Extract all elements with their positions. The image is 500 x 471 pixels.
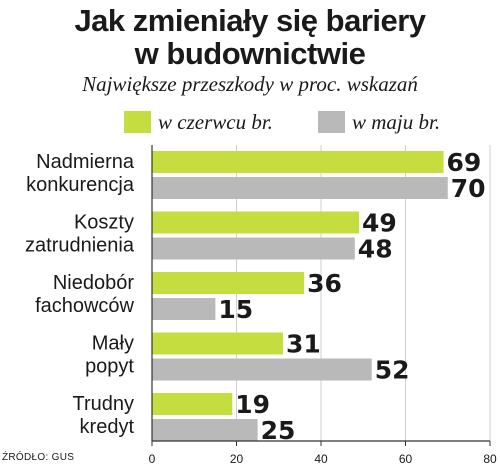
data-label-june-3: 31: [286, 330, 321, 359]
data-label-may-4: 25: [261, 416, 296, 445]
bar-june-1: [152, 211, 360, 234]
data-label-may-2: 15: [218, 295, 253, 324]
x-tick-label-60: 60: [399, 452, 413, 466]
category-label-0-line-1: konkurencja: [26, 174, 135, 196]
bar-may-4: [152, 419, 258, 441]
data-label-june-4: 19: [235, 390, 270, 419]
legend-label-june: w czerwcu br.: [158, 110, 273, 134]
bar-may-2: [152, 298, 216, 320]
bar-may-0: [152, 177, 448, 199]
chart-title-line-2: w budownictwie: [134, 36, 366, 71]
data-label-june-0: 69: [447, 148, 482, 177]
bar-may-3: [152, 358, 372, 381]
legend-swatch-june: [124, 111, 151, 133]
chart-subtitle: Największe przeszkody w proc. wskazań: [82, 72, 418, 96]
category-label-2-line-0: Niedobór: [53, 272, 135, 294]
category-label-2-line-1: fachowców: [35, 295, 134, 317]
x-tick-label-40: 40: [314, 452, 328, 466]
data-label-june-2: 36: [307, 269, 342, 298]
bar-june-3: [152, 332, 283, 355]
category-label-4-line-1: kredyt: [80, 416, 135, 438]
x-tick-label-20: 20: [230, 452, 244, 466]
data-label-june-1: 49: [362, 209, 397, 238]
bar-june-0: [152, 151, 444, 173]
category-label-4-line-0: Trudny: [72, 393, 134, 415]
chart-title-line-1: Jak zmieniały się bariery: [74, 3, 426, 38]
data-label-may-0: 70: [451, 174, 486, 203]
x-tick-label-0: 0: [149, 452, 156, 466]
data-label-may-3: 52: [375, 356, 410, 385]
bar-june-4: [152, 393, 233, 415]
legend-label-may: w maju br.: [352, 110, 441, 134]
category-label-3-line-0: Mały: [92, 333, 134, 355]
legend-swatch-may: [318, 111, 345, 133]
category-label-0-line-0: Nadmierna: [36, 151, 135, 173]
x-tick-label-80: 80: [483, 452, 497, 466]
source-note: ŹRÓDŁO: GUS: [2, 452, 75, 463]
category-label-3-line-1: popyt: [85, 356, 134, 378]
category-label-1-line-0: Koszty: [74, 212, 134, 234]
bar-june-2: [152, 272, 305, 294]
data-label-may-1: 48: [358, 235, 393, 264]
category-label-1-line-1: zatrudnienia: [25, 235, 135, 257]
bar-may-1: [152, 237, 355, 260]
